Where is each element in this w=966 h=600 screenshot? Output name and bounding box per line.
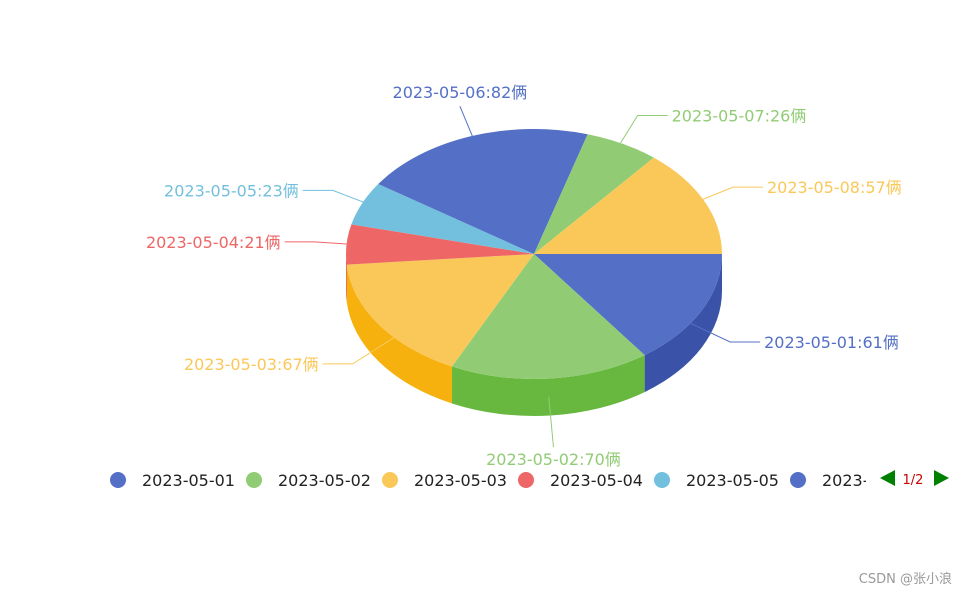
pie-slice-2023-05-01[interactable] — [534, 254, 722, 356]
legend-marker — [382, 472, 398, 488]
legend-page-indicator: 1/2 — [903, 473, 924, 488]
legend-items: 2023-05-01 2023-05-02 2023-05-03 2023-05-04… — [110, 471, 905, 490]
legend-label: 2023-05-03 — [414, 471, 507, 490]
data-label-2023-05-08: 2023-05-08:57俩 — [767, 178, 902, 197]
legend-prev-arrow-icon[interactable] — [880, 470, 895, 486]
leader-line-2023-05-05 — [302, 189, 383, 210]
legend-label: 2023-05-05 — [686, 471, 779, 490]
pie-slice-2023-05-04[interactable] — [346, 224, 534, 265]
pie-slice-2023-05-03[interactable] — [346, 254, 534, 367]
data-label-2023-05-07: 2023-05-07:26俩 — [672, 107, 807, 126]
pie-side-2023-05-02 — [451, 355, 645, 416]
data-label-2023-05-06: 2023-05-06:82俩 — [393, 83, 528, 102]
legend-item-2023-05-02[interactable]: 2023-05-02 — [246, 471, 371, 490]
legend: 2023-05-01 2023-05-02 2023-05-03 2023-05-04… — [110, 470, 949, 490]
data-label-2023-05-03: 2023-05-03:67俩 — [184, 355, 319, 374]
legend-pager: 1/2 — [880, 470, 949, 488]
legend-marker — [110, 472, 126, 488]
leader-line-2023-05-02 — [548, 396, 554, 448]
data-labels: 2023-05-01:61俩 2023-05-02:70俩 2023-05-03:6… — [146, 83, 902, 469]
legend-item-2023-05-03[interactable]: 2023-05-03 — [382, 471, 507, 490]
watermark: CSDN @张小浪 — [858, 572, 952, 587]
leader-line-2023-05-08 — [683, 186, 763, 208]
legend-label: 2023-05-02 — [278, 471, 371, 490]
pie-side-2023-05-03 — [346, 264, 452, 404]
pie-slice-2023-05-05[interactable] — [351, 184, 534, 254]
data-label-2023-05-04: 2023-05-04:21俩 — [146, 233, 281, 252]
leader-line-2023-05-01 — [681, 318, 761, 343]
legend-label: 2023-05-0 — [822, 471, 905, 490]
data-label-2023-05-01: 2023-05-01:61俩 — [764, 333, 899, 352]
leader-line-2023-05-06 — [459, 106, 479, 151]
legend-marker — [790, 472, 806, 488]
legend-label: 2023-05-04 — [550, 471, 643, 490]
pie-side-2023-05-01 — [644, 254, 722, 393]
leader-line-2023-05-03 — [322, 334, 398, 365]
legend-item-2023-05-05[interactable]: 2023-05-05 — [654, 471, 779, 490]
pie-slice-2023-05-07[interactable] — [534, 134, 654, 254]
pie-slice-2023-05-06[interactable] — [378, 129, 588, 254]
legend-item-2023-05-01[interactable]: 2023-05-01 — [110, 471, 235, 490]
pie-side-walls — [346, 254, 722, 416]
pie-slice-2023-05-02[interactable] — [451, 254, 645, 379]
legend-item-2023-05-0[interactable]: 2023-05-0 — [790, 471, 905, 490]
leader-line-2023-05-07 — [611, 115, 668, 158]
label-leader-lines — [284, 106, 763, 448]
leader-line-2023-05-04 — [284, 241, 370, 246]
data-label-2023-05-02: 2023-05-02:70俩 — [486, 450, 621, 469]
legend-marker — [518, 472, 534, 488]
legend-next-arrow-icon[interactable] — [934, 470, 949, 486]
data-label-2023-05-05: 2023-05-05:23俩 — [164, 181, 299, 200]
legend-marker — [246, 472, 262, 488]
pie-side-2023-05-04 — [346, 254, 347, 302]
pie-slices — [346, 129, 722, 379]
legend-marker — [654, 472, 670, 488]
pie-slice-2023-05-08[interactable] — [534, 157, 722, 254]
legend-label: 2023-05-01 — [142, 471, 235, 490]
legend-item-2023-05-04[interactable]: 2023-05-04 — [518, 471, 643, 490]
